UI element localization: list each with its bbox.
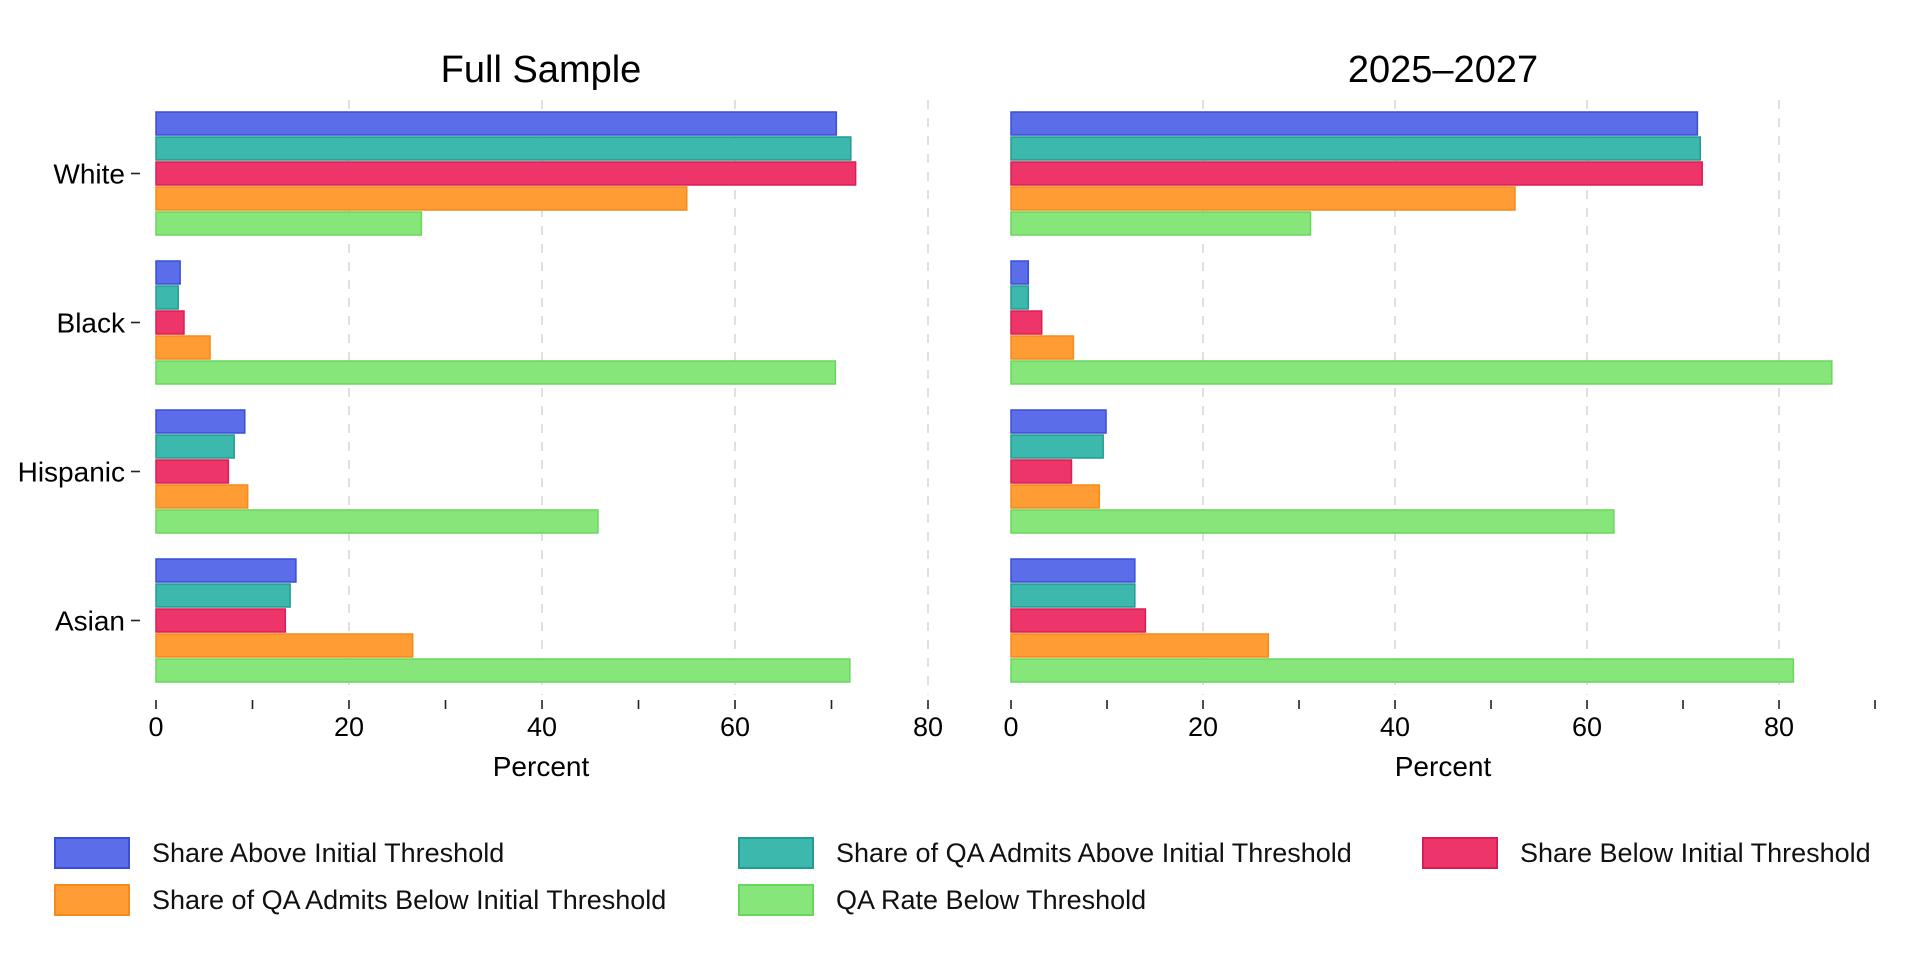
- legend-swatch-qa-admits-above: [738, 837, 814, 869]
- bar-hispanic-share-above-initial-threshold-panel-2: [1010, 409, 1107, 434]
- bar-white-share-above-initial-threshold-panel-2: [1010, 111, 1699, 136]
- bar-black-share-of-qa-admits-below-initial-threshold-panel-2: [1010, 335, 1075, 360]
- bar-black-share-above-initial-threshold-panel-2: [1010, 260, 1030, 285]
- legend-label-qa-rate-below: QA Rate Below Threshold: [836, 884, 1147, 915]
- bar-white-share-of-qa-admits-above-initial-threshold-panel-1: [155, 136, 852, 161]
- legend-swatch-share-above: [54, 837, 130, 869]
- legend: Share Above Initial Threshold Share of Q…: [0, 835, 1918, 935]
- bar-white-share-of-qa-admits-below-initial-threshold-panel-2: [1010, 186, 1516, 211]
- x-tick-label-1-60: 60: [1572, 712, 1602, 742]
- bar-asian-share-above-initial-threshold-panel-1: [155, 558, 297, 583]
- legend-swatch-qa-admits-below: [54, 884, 130, 916]
- legend-item-share-below: Share Below Initial Threshold: [1422, 835, 1871, 871]
- y-label-asian: Asian: [55, 606, 125, 637]
- bar-hispanic-share-below-initial-threshold-panel-2: [1010, 459, 1073, 484]
- bar-black-share-of-qa-admits-below-initial-threshold-panel-1: [155, 335, 211, 360]
- x-axis-label-panel-2: Percent: [1395, 751, 1492, 782]
- bar-black-share-below-initial-threshold-panel-2: [1010, 310, 1043, 335]
- x-tick-label-1-40: 40: [1380, 712, 1410, 742]
- legend-label-share-below: Share Below Initial Threshold: [1520, 837, 1871, 868]
- bar-asian-share-below-initial-threshold-panel-1: [155, 608, 287, 633]
- y-label-white: White: [53, 159, 125, 190]
- x-tick-label-0-20: 20: [334, 712, 364, 742]
- bar-hispanic-share-of-qa-admits-above-initial-threshold-panel-2: [1010, 434, 1104, 459]
- bar-asian-share-of-qa-admits-below-initial-threshold-panel-1: [155, 633, 414, 658]
- bar-black-share-above-initial-threshold-panel-1: [155, 260, 181, 285]
- y-label-hispanic: Hispanic: [18, 457, 125, 488]
- bar-white-share-of-qa-admits-above-initial-threshold-panel-2: [1010, 136, 1702, 161]
- bar-white-share-below-initial-threshold-panel-1: [155, 161, 857, 186]
- x-tick-label-0-40: 40: [527, 712, 557, 742]
- legend-label-share-above: Share Above Initial Threshold: [152, 837, 505, 868]
- bar-black-share-of-qa-admits-above-initial-threshold-panel-1: [155, 285, 179, 310]
- bar-hispanic-share-above-initial-threshold-panel-1: [155, 409, 246, 434]
- bar-asian-share-of-qa-admits-above-initial-threshold-panel-2: [1010, 583, 1136, 608]
- x-tick-label-0-80: 80: [913, 712, 943, 742]
- x-tick-label-0-60: 60: [720, 712, 750, 742]
- bar-hispanic-qa-rate-below-threshold-panel-2: [1010, 509, 1615, 534]
- bar-asian-share-of-qa-admits-above-initial-threshold-panel-1: [155, 583, 291, 608]
- bar-black-qa-rate-below-threshold-panel-2: [1010, 360, 1833, 385]
- bar-black-qa-rate-below-threshold-panel-1: [155, 360, 837, 385]
- chart-svg: 0 20 40 60 80 Percent Full Sample White Black His…: [18, 49, 1876, 782]
- bar-asian-share-of-qa-admits-below-initial-threshold-panel-2: [1010, 633, 1270, 658]
- bar-black-share-below-initial-threshold-panel-1: [155, 310, 185, 335]
- bar-hispanic-share-of-qa-admits-below-initial-threshold-panel-1: [155, 484, 249, 509]
- y-label-black: Black: [57, 308, 126, 339]
- legend-label-qa-admits-above: Share of QA Admits Above Initial Thresho…: [836, 837, 1352, 868]
- bar-hispanic-qa-rate-below-threshold-panel-1: [155, 509, 599, 534]
- x-axis-label-panel-1: Percent: [493, 751, 590, 782]
- bar-white-share-below-initial-threshold-panel-2: [1010, 161, 1703, 186]
- panel-title-2: 2025–2027: [1348, 49, 1538, 91]
- legend-item-qa-admits-below: Share of QA Admits Below Initial Thresho…: [54, 882, 666, 918]
- x-tick-label-1-20: 20: [1188, 712, 1218, 742]
- bar-asian-share-above-initial-threshold-panel-2: [1010, 558, 1136, 583]
- x-tick-label-1-0: 0: [1003, 712, 1018, 742]
- bar-asian-qa-rate-below-threshold-panel-1: [155, 658, 851, 683]
- panel-title-1: Full Sample: [441, 49, 642, 91]
- bar-white-qa-rate-below-threshold-panel-2: [1010, 211, 1312, 236]
- legend-label-qa-admits-below: Share of QA Admits Below Initial Thresho…: [152, 884, 667, 915]
- legend-item-qa-admits-above: Share of QA Admits Above Initial Thresho…: [738, 835, 1352, 871]
- legend-item-share-above: Share Above Initial Threshold: [54, 835, 504, 871]
- bar-white-qa-rate-below-threshold-panel-1: [155, 211, 423, 236]
- legend-item-qa-rate-below: QA Rate Below Threshold: [738, 882, 1146, 918]
- bar-hispanic-share-below-initial-threshold-panel-1: [155, 459, 230, 484]
- bar-hispanic-share-of-qa-admits-above-initial-threshold-panel-1: [155, 434, 235, 459]
- x-tick-label-1-80: 80: [1764, 712, 1794, 742]
- bar-white-share-of-qa-admits-below-initial-threshold-panel-1: [155, 186, 688, 211]
- bar-black-share-of-qa-admits-above-initial-threshold-panel-2: [1010, 285, 1030, 310]
- bar-asian-qa-rate-below-threshold-panel-2: [1010, 658, 1795, 683]
- x-tick-label-0-0: 0: [148, 712, 163, 742]
- legend-swatch-share-below: [1422, 837, 1498, 869]
- bar-white-share-above-initial-threshold-panel-1: [155, 111, 838, 136]
- bar-hispanic-share-of-qa-admits-below-initial-threshold-panel-2: [1010, 484, 1101, 509]
- legend-swatch-qa-rate-below: [738, 884, 814, 916]
- bar-asian-share-below-initial-threshold-panel-2: [1010, 608, 1147, 633]
